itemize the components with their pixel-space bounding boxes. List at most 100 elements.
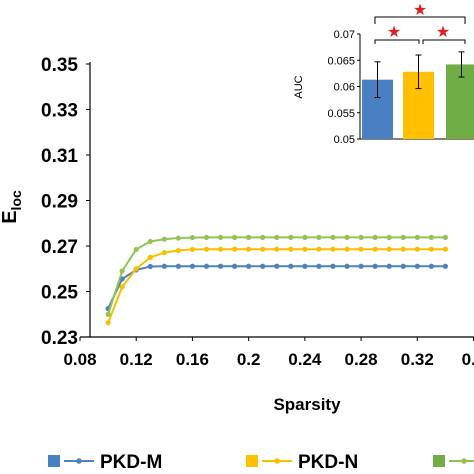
- inset-bar-3: [446, 64, 474, 139]
- x-tick-label: 0.2: [237, 350, 261, 369]
- x-tick-label: 0.16: [176, 350, 209, 369]
- series-3-point: [189, 234, 196, 241]
- series-2-point: [358, 246, 364, 252]
- y-tick-label: 0.25: [41, 283, 78, 304]
- inset-y-tick-label: 0.065: [327, 55, 355, 67]
- series-3-point: [386, 234, 392, 240]
- series-1-point: [274, 263, 280, 269]
- series-2-point: [133, 266, 139, 272]
- y-tick-label: 0.31: [41, 146, 78, 167]
- legend-label-pkd-n: PKD-N: [298, 452, 358, 473]
- legend-marker-pkd-m: [76, 458, 82, 464]
- significance-star-m-g: ★: [413, 0, 427, 19]
- y-tick-label: 0.33: [41, 101, 78, 122]
- inset-y-tick-labels: 0.07 0.065 0.06 0.055 0.05: [327, 29, 360, 146]
- x-axis-title: Sparsity: [273, 395, 341, 414]
- series-1-point: [217, 263, 224, 269]
- series-3-point: [400, 234, 406, 240]
- series-3-point: [161, 236, 167, 242]
- series-2-point: [386, 246, 392, 252]
- significance-star-m-n: ★: [387, 22, 401, 41]
- main-line-chart: 0.35 0.33 0.31 0.29 0.27 0.25 0.23 0.08 0.12 0.1…: [0, 55, 474, 414]
- series-1-point: [400, 263, 406, 269]
- series-1-point: [260, 263, 266, 269]
- series-3-point: [203, 234, 210, 240]
- series-2-point: [330, 246, 336, 252]
- series-2-point: [105, 320, 111, 326]
- series-1-point: [442, 263, 448, 269]
- series-2-point: [189, 246, 196, 253]
- series-2-point: [414, 246, 420, 252]
- series-2-point: [316, 246, 322, 252]
- series-1-point: [414, 263, 420, 269]
- series-1-point: [175, 263, 181, 269]
- legend-item-pkd-n: PKD-N: [246, 452, 358, 473]
- inset-y-tick-label: 0.07: [334, 29, 355, 41]
- series-2-point: [344, 246, 350, 252]
- x-tick-label: 0.12: [120, 350, 153, 369]
- inset-bar-chart: 0.07 0.065 0.06 0.055 0.05 AUC ★ ★ ★: [293, 0, 474, 146]
- series-3-point: [217, 234, 224, 240]
- series-2-point: [217, 246, 224, 252]
- inset-y-tick-label: 0.05: [334, 134, 355, 146]
- series-2-point: [428, 246, 434, 252]
- legend-swatch-third: [433, 455, 445, 467]
- svg-text:Eloc: Eloc: [0, 190, 24, 224]
- series-3-point: [288, 234, 294, 240]
- x-tick-label: 0.32: [401, 350, 434, 369]
- series-lines: [105, 234, 448, 326]
- series-3-point: [358, 234, 364, 240]
- inset-y-axis-title: AUC: [293, 75, 305, 98]
- legend-item-third: [433, 455, 474, 467]
- y-tick-label: 0.29: [41, 192, 78, 213]
- y-tick-label: 0.35: [41, 55, 78, 76]
- series-3-point: [260, 234, 266, 240]
- bracket-n-g: [422, 39, 466, 44]
- series-1-point: [203, 263, 210, 269]
- series-3-point: [442, 234, 448, 240]
- series-3-point: [274, 234, 280, 240]
- series-1-point: [302, 263, 308, 269]
- series-2-point: [203, 246, 210, 252]
- series-3-point: [231, 234, 238, 240]
- series-3-point: [330, 234, 336, 240]
- series-2-point: [246, 246, 252, 252]
- y-axis-title: Eloc: [0, 190, 24, 224]
- x-tick-labels: 0.08 0.12 0.16 0.2 0.24 0.28 0.32 0.3: [63, 337, 474, 369]
- series-3-point: [428, 234, 434, 240]
- series-3-point: [372, 234, 378, 240]
- y-tick-labels: 0.35 0.33 0.31 0.29 0.27 0.25 0.23: [41, 55, 90, 349]
- series-line-1: [107, 265, 446, 310]
- y-axis-title-subscript: loc: [8, 190, 24, 210]
- significance-brackets: [374, 16, 466, 44]
- series-3-point: [302, 234, 308, 240]
- legend-marker-pkd-n: [274, 458, 280, 464]
- series-1-point: [428, 263, 434, 269]
- series-1-point: [147, 263, 153, 270]
- series-3-point: [105, 311, 111, 317]
- series-1-point: [358, 263, 364, 269]
- series-2-point: [161, 249, 167, 256]
- series-3-point: [246, 234, 252, 240]
- legend: PKD-M PKD-N: [48, 452, 474, 473]
- bracket-m-g: [374, 16, 466, 24]
- x-tick-label: 0.28: [345, 350, 378, 369]
- inset-y-tick-label: 0.06: [334, 82, 355, 94]
- series-2-point: [302, 246, 308, 252]
- series-1-point: [189, 263, 196, 269]
- legend-label-pkd-m: PKD-M: [100, 452, 162, 473]
- legend-swatch-pkd-n: [246, 455, 258, 467]
- series-1-point: [316, 263, 322, 269]
- series-3-point: [147, 238, 153, 245]
- y-tick-label: 0.23: [41, 328, 78, 349]
- series-1-point: [246, 263, 252, 269]
- series-1-point: [231, 263, 238, 269]
- bracket-m-n: [374, 39, 420, 44]
- series-2-point: [442, 246, 448, 252]
- series-3-point: [414, 234, 420, 240]
- y-tick-label: 0.27: [41, 237, 78, 258]
- inset-y-tick-label: 0.055: [327, 108, 355, 120]
- series-2-point: [260, 246, 266, 252]
- series-2-point: [147, 254, 153, 260]
